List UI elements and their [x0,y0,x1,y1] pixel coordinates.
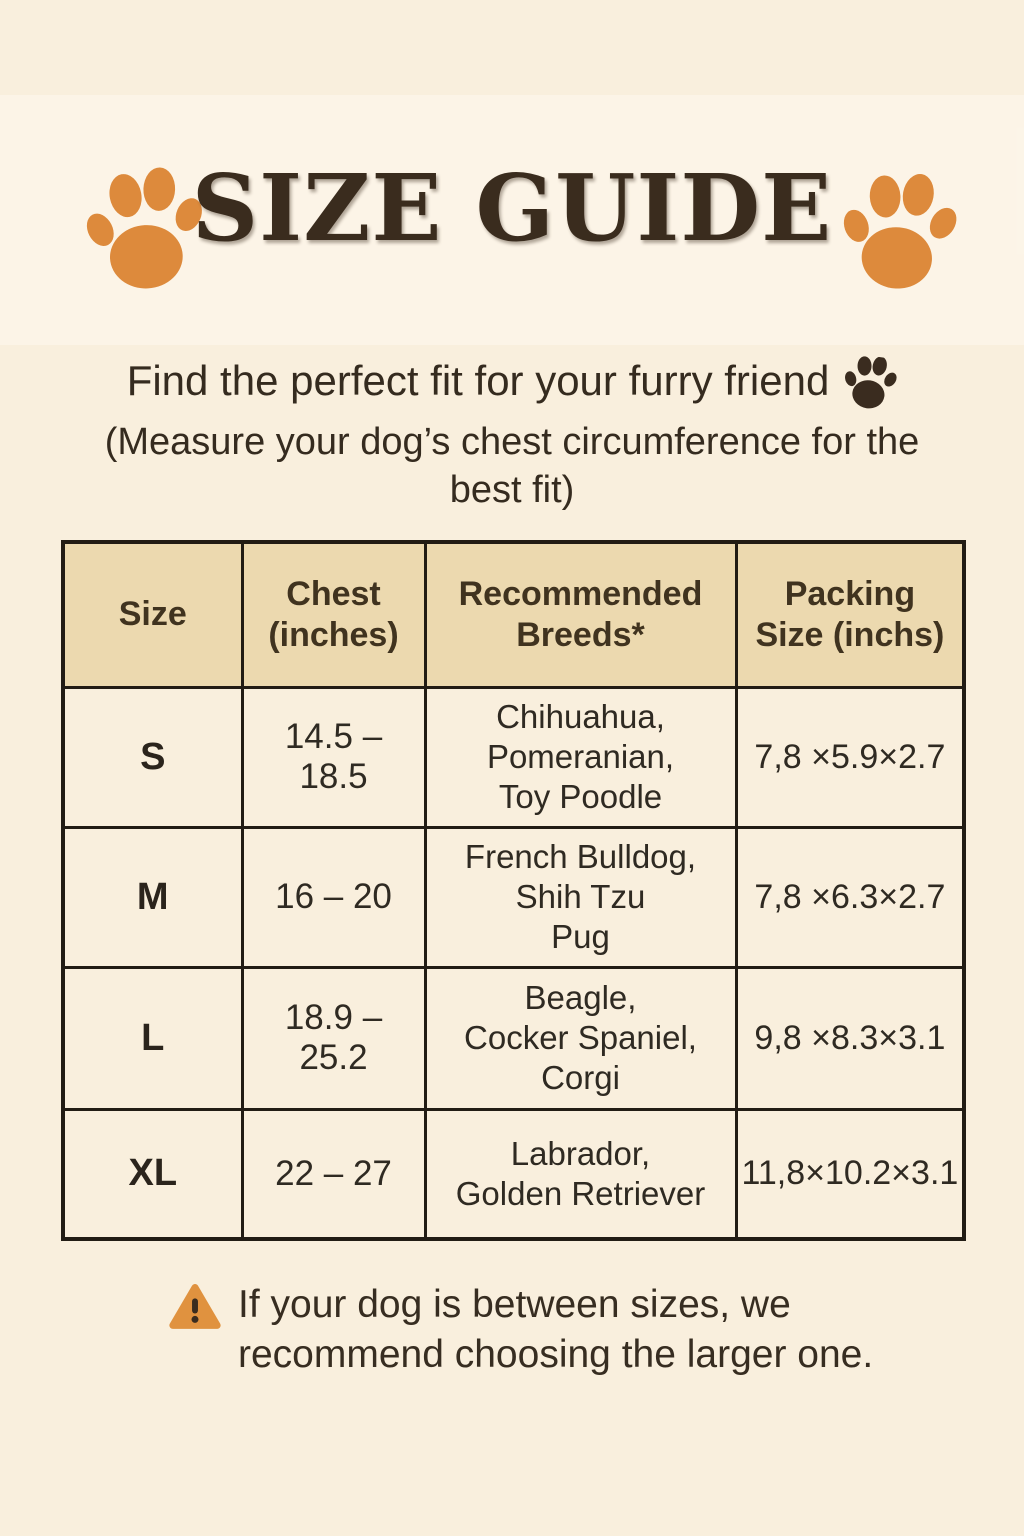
chest-value: 18.9 – 25.2 [240,965,427,1111]
size-table: Size Chest (inches) Recommended Breeds* … [61,540,967,1241]
chest-value: 14.5 – 18.5 [240,685,427,829]
note-text: If your dog is between sizes, we recomme… [238,1283,874,1376]
page-title: SIZE GUIDE [191,154,833,262]
table-row: L 18.9 – 25.2 Beagle, Cocker Spaniel, Co… [61,965,966,1111]
packing-value: 7,8 ×5.9×2.7 [734,685,966,829]
size-value: L [61,965,244,1111]
packing-value: 11,8×10.2×3.1 [734,1107,966,1241]
between-sizes-note: If your dog is between sizes, we recomme… [168,1280,888,1380]
breeds-value: Labrador, Golden Retriever [423,1107,738,1241]
table-row: S 14.5 – 18.5 Chihuahua, Pomeranian, Toy… [61,685,966,829]
col-header-breeds: Recommended Breeds* [423,540,738,689]
breeds-value: Beagle, Cocker Spaniel, Corgi [423,965,738,1111]
measure-note: (Measure your dog’s chest circumference … [104,421,920,511]
col-header-size: Size [61,540,244,689]
paw-icon [839,352,901,413]
packing-value: 9,8 ×8.3×3.1 [734,965,966,1111]
col-header-packing: Packing Size (inchs) [734,540,966,689]
table-header-row: Size Chest (inches) Recommended Breeds* … [61,540,966,689]
size-value: S [61,685,244,829]
chest-value: 22 – 27 [240,1107,427,1241]
breeds-value: French Bulldog, Shih Tzu Pug [423,825,738,969]
table-row: M 16 – 20 French Bulldog, Shih Tzu Pug 7… [61,825,966,969]
warning-icon [169,1284,221,1329]
subtitle-row: Find the perfect fit for your furry frie… [0,352,1024,413]
col-header-chest: Chest (inches) [240,540,427,689]
table-row: XL 22 – 27 Labrador, Golden Retriever 11… [61,1107,966,1241]
size-value: XL [61,1107,244,1241]
packing-value: 7,8 ×6.3×2.7 [734,825,966,969]
paw-icon [834,165,964,294]
chest-value: 16 – 20 [240,825,427,969]
breeds-value: Chihuahua, Pomeranian, Toy Poodle [423,685,738,829]
subtitle-text: Find the perfect fit for your furry frie… [126,357,830,404]
size-value: M [61,825,244,969]
